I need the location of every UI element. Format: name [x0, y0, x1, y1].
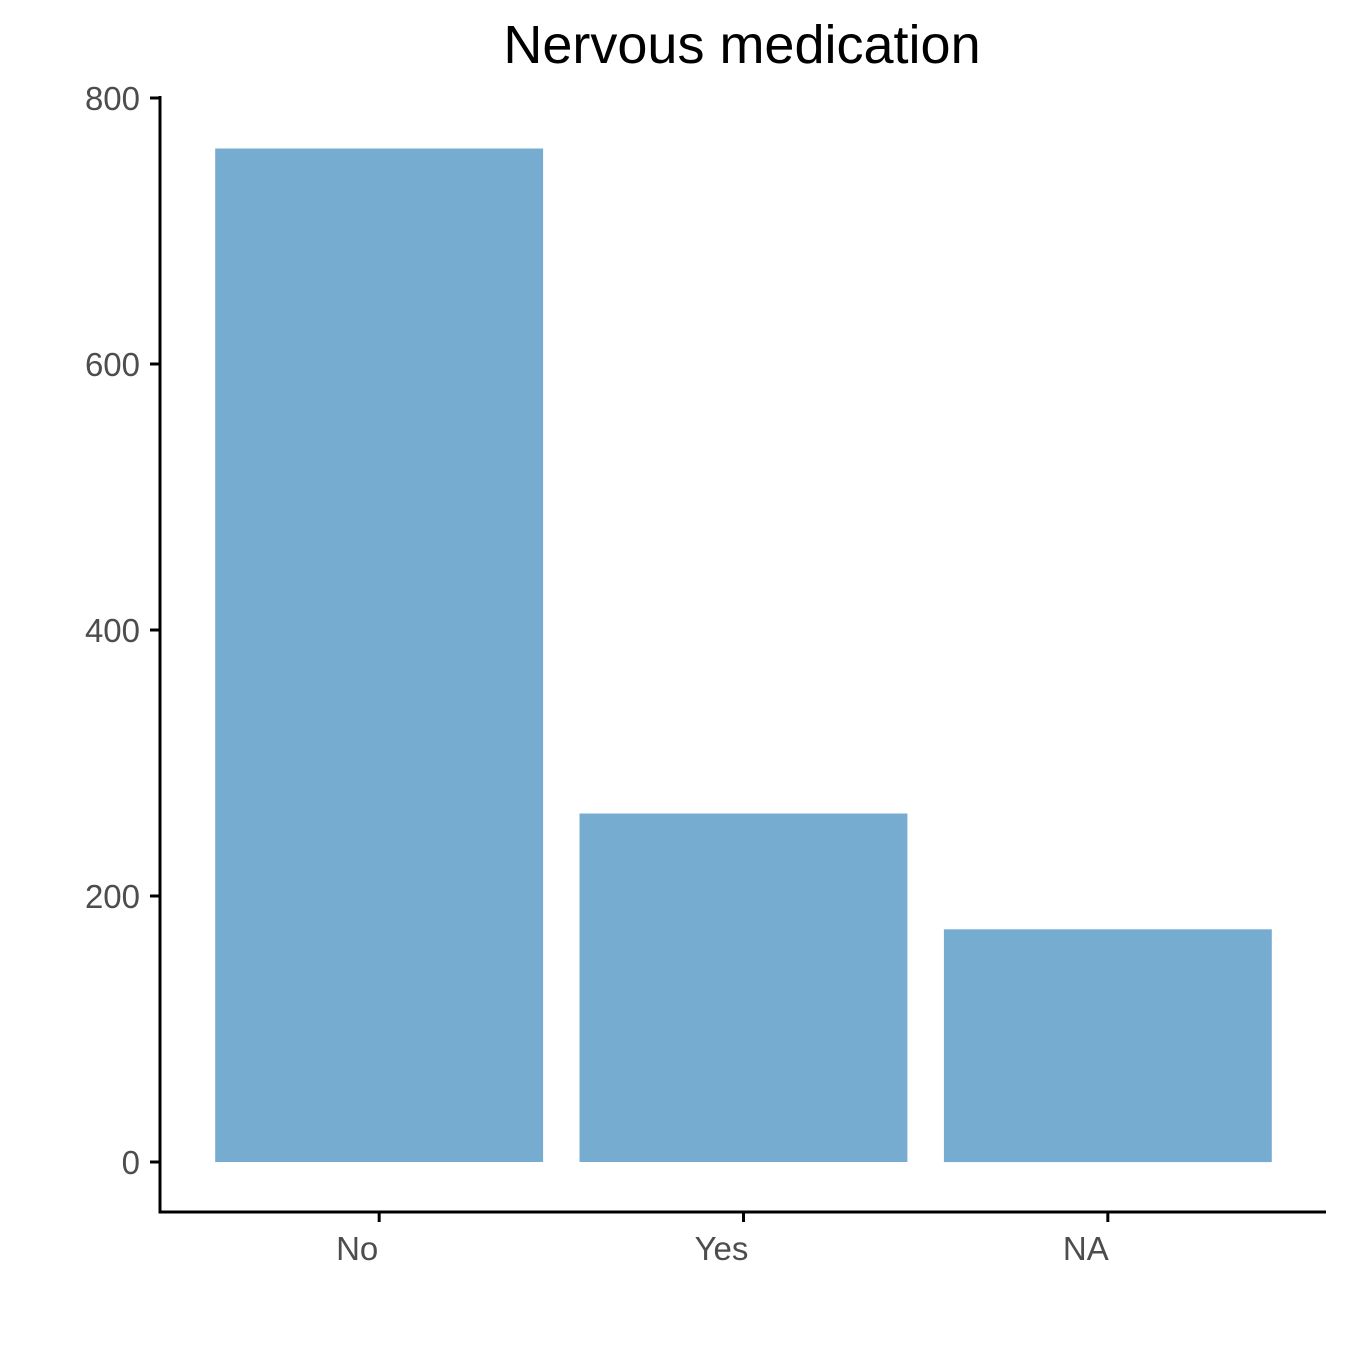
y-tick-label-600: 600 — [85, 346, 140, 383]
bars-layer — [215, 148, 1272, 1163]
axes-layer: No Yes NA 0 200 400 600 800 — [85, 80, 1326, 1267]
y-tick-label-0: 0 — [122, 1144, 140, 1181]
bar-yes — [579, 813, 908, 1162]
x-tick-label-yes: Yes — [695, 1230, 749, 1267]
x-tick-label-na: NA — [1063, 1230, 1109, 1267]
bar-na — [943, 929, 1272, 1163]
y-tick-label-800: 800 — [85, 80, 140, 117]
chart-title: Nervous medication — [503, 15, 980, 75]
y-tick-label-200: 200 — [85, 878, 140, 915]
x-tick-label-no: No — [336, 1230, 378, 1267]
y-tick-label-400: 400 — [85, 612, 140, 649]
bar-no — [215, 148, 544, 1162]
